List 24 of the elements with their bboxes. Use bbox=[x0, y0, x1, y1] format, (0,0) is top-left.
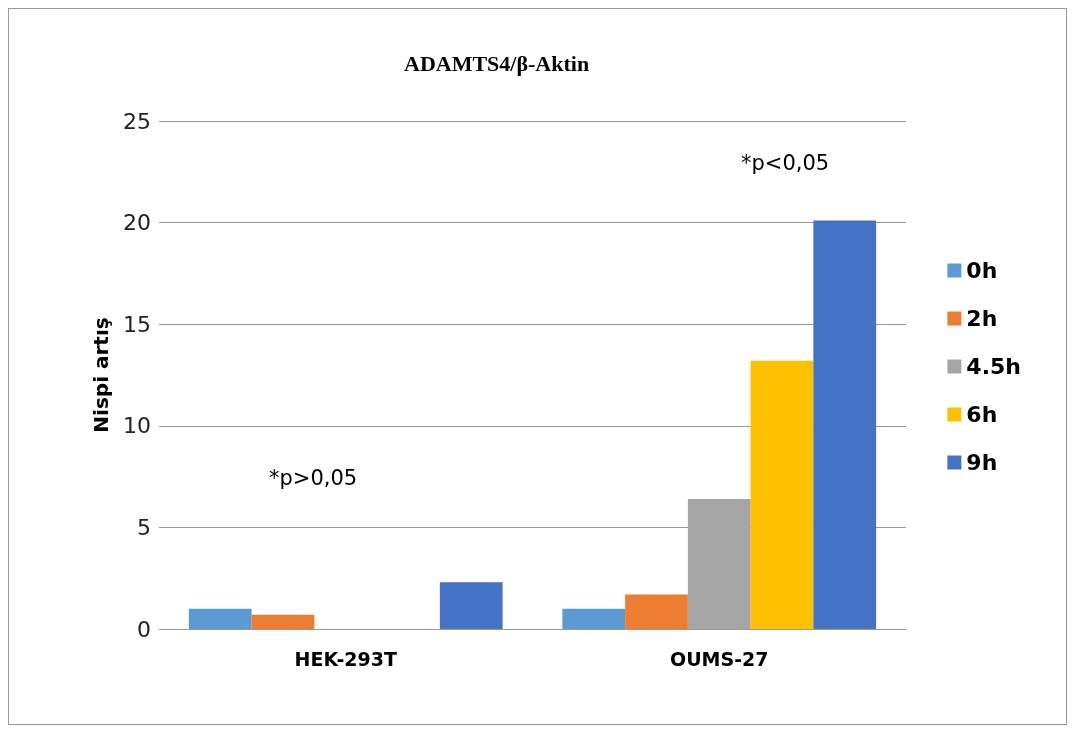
y-tick-label: 25 bbox=[123, 108, 151, 134]
y-tick-label: 15 bbox=[123, 311, 151, 337]
bar bbox=[813, 220, 877, 629]
x-tick-label: OUMS-27 bbox=[670, 647, 769, 670]
bar bbox=[251, 614, 315, 629]
y-axis-title: Nispi artış bbox=[89, 317, 113, 433]
bar bbox=[750, 360, 814, 629]
y-tick-label: 5 bbox=[137, 514, 151, 540]
legend-label: 6h bbox=[966, 402, 998, 427]
legend-label: 0h bbox=[966, 258, 998, 283]
annotation: *p>0,05 bbox=[269, 465, 358, 490]
legend-label: 9h bbox=[966, 450, 998, 475]
annotation: *p<0,05 bbox=[741, 150, 830, 175]
y-tick-label: 20 bbox=[123, 210, 151, 236]
y-tick-label: 0 bbox=[137, 616, 151, 642]
legend-label: 4.5h bbox=[966, 354, 1022, 379]
x-tick-label: HEK-293T bbox=[294, 647, 398, 670]
legend-label: 2h bbox=[966, 306, 998, 331]
bar bbox=[562, 608, 626, 629]
y-tick-label: 10 bbox=[123, 413, 151, 439]
bar bbox=[439, 582, 503, 629]
bar bbox=[188, 608, 252, 629]
bar bbox=[625, 594, 688, 629]
chart-title: ADAMTS4/β-Aktin bbox=[404, 50, 590, 76]
